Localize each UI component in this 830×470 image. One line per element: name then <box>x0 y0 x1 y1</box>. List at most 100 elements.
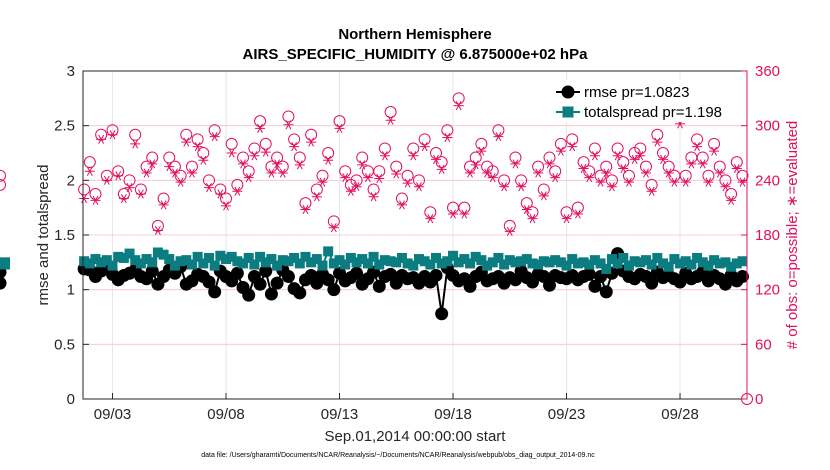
rmse-point <box>281 270 295 284</box>
totalspread-point <box>79 256 90 267</box>
obs-possible-point <box>288 133 301 146</box>
rmse-point <box>645 276 659 290</box>
obs-evaluated-point <box>703 177 714 187</box>
obs-evaluated-point <box>413 182 424 192</box>
obs-evaluated-point <box>425 214 436 224</box>
y-right-tick-label: 0 <box>755 391 763 408</box>
x-tick-label: 09/23 <box>548 406 586 423</box>
obs-possible-point <box>333 115 346 128</box>
obs-evaluated-point <box>589 151 600 161</box>
totalspread-point <box>90 254 101 265</box>
obs-evaluated-point <box>623 177 634 187</box>
y-tick-label: 2 <box>67 172 75 189</box>
totalspread-point <box>107 260 118 271</box>
totalspread-point <box>101 255 112 266</box>
rmse-point <box>543 278 557 292</box>
obs-possible-point <box>259 137 272 150</box>
totalspread-point <box>499 259 510 270</box>
obs-evaluated-point <box>714 168 725 178</box>
obs-evaluated-point <box>692 142 703 152</box>
obs-possible-point <box>390 160 403 173</box>
obs-possible-point <box>401 169 414 182</box>
totalspread-point <box>595 258 606 269</box>
obs-possible-point <box>220 192 233 205</box>
obs-evaluated-point <box>374 173 385 184</box>
totalspread-point <box>203 252 214 263</box>
totalspread-point <box>703 260 714 271</box>
legend-rmse-label: rmse pr=1.0823 <box>584 84 689 101</box>
obs-evaluated-point <box>272 159 283 169</box>
totalspread-point <box>135 258 146 269</box>
totalspread-point <box>396 252 407 263</box>
totalspread-point <box>323 246 334 257</box>
obs-possible-point <box>197 147 210 159</box>
totalspread-point <box>533 259 544 270</box>
x-tick-label: 09/13 <box>321 406 359 423</box>
obs-possible-point <box>356 151 369 164</box>
totalspread-point <box>317 260 328 271</box>
obs-possible-point <box>708 137 721 150</box>
obs-evaluated-point <box>658 154 669 164</box>
obs-evaluated-point <box>79 193 90 204</box>
obs-evaluated-point <box>561 214 572 224</box>
obs-possible-point <box>452 92 465 105</box>
y-tick-label: 2.5 <box>54 118 75 135</box>
totalspread-point <box>169 260 180 271</box>
totalspread-point <box>453 257 464 268</box>
totalspread-point <box>283 256 294 267</box>
obs-evaluated-point <box>147 159 158 169</box>
totalspread-point <box>561 260 572 271</box>
obs-possible-point <box>378 142 391 155</box>
legend-spread-marker <box>562 106 574 118</box>
obs-evaluated-point <box>652 137 663 147</box>
obs-evaluated-point <box>419 142 430 152</box>
totalspread-point <box>470 251 481 262</box>
obs-possible-point <box>0 169 6 182</box>
obs-possible-point <box>651 128 664 141</box>
obs-evaluated-point <box>294 160 305 170</box>
obs-evaluated-point <box>243 173 254 183</box>
obs-evaluated-point <box>385 115 396 125</box>
right-y-axis-ticks: 0 60 120 180 240 300 360 <box>741 63 780 408</box>
obs-evaluated-point <box>130 139 141 149</box>
totalspread-point <box>84 258 95 269</box>
totalspread-point <box>482 260 493 271</box>
rmse-point <box>372 279 386 293</box>
obs-evaluated-point <box>567 142 578 152</box>
obs-evaluated-point <box>550 173 561 183</box>
totalspread-point <box>589 255 600 266</box>
obs-evaluated-point <box>260 147 271 157</box>
obs-evaluated-point <box>283 120 294 130</box>
obs-evaluated-point <box>300 204 311 215</box>
obs-evaluated-point <box>584 173 595 183</box>
obs-evaluated-point <box>311 192 322 202</box>
totalspread-point <box>521 254 532 265</box>
totalspread-point <box>555 257 566 268</box>
totalspread-point <box>640 255 651 266</box>
totalspread-point <box>601 263 612 274</box>
obs-possible-point <box>691 133 704 146</box>
obs-evaluated-point <box>351 182 362 192</box>
totalspread-point <box>504 255 515 266</box>
obs-possible-point <box>407 142 420 155</box>
totalspread-point <box>578 257 589 268</box>
totalspread-point <box>374 259 385 270</box>
obs-evaluated-point <box>113 171 124 181</box>
obs-evaluated-point <box>90 195 101 205</box>
obs-count-series <box>0 93 753 405</box>
totalspread-point <box>345 252 356 263</box>
x-axis-ticks: 09/03 09/08 09/13 09/18 09/23 09/28 <box>94 393 699 423</box>
obs-possible-point <box>163 151 176 164</box>
y-tick-label: 3 <box>67 63 75 80</box>
left-y-axis-ticks: 0 0.5 1 1.5 2 2.5 3 <box>54 63 89 408</box>
obs-evaluated-point <box>306 137 317 147</box>
obs-evaluated-point <box>709 146 720 156</box>
totalspread-point <box>658 258 669 269</box>
obs-evaluated-point <box>601 168 612 178</box>
rmse-point <box>582 267 596 281</box>
y-tick-label: 0 <box>67 391 75 408</box>
rmse-point <box>270 276 284 290</box>
obs-evaluated-point <box>96 134 107 144</box>
x-tick-label: 09/03 <box>94 406 132 423</box>
